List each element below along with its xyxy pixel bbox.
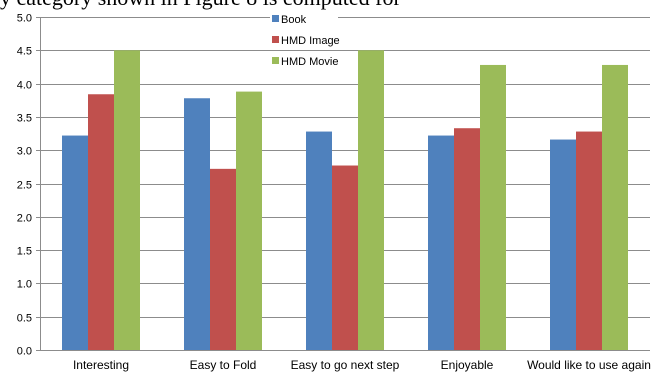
x-category-label: Enjoyable	[441, 358, 494, 372]
bar-book-easy-to-go-next-step	[306, 131, 332, 350]
bar-book-would-like-to-use-again	[550, 139, 576, 350]
legend-swatch-book	[272, 15, 279, 22]
x-category-labels: Interesting Easy to Fold Easy to go next s…	[73, 358, 651, 372]
bar-hmd-image-enjoyable	[454, 128, 480, 350]
bar-hmd-image-easy-to-go-next-step	[332, 165, 358, 350]
bar-book-interesting	[62, 135, 88, 350]
bar-hmd-movie-enjoyable	[480, 64, 506, 351]
legend-label-hmd-image: HMD Image	[281, 35, 340, 47]
bar-hmd-movie-easy-to-fold	[236, 91, 262, 350]
y-tick-label: 3.0	[17, 146, 32, 158]
x-category-label: Easy to Fold	[190, 358, 257, 372]
bar-hmd-movie-interesting	[114, 50, 140, 351]
y-tick-label: 1.0	[17, 279, 32, 291]
legend-background	[270, 32, 338, 49]
legend-swatch-hmd-movie	[272, 57, 279, 64]
x-category-label: Interesting	[73, 358, 129, 372]
legend-background	[270, 53, 338, 70]
bar-hmd-image-would-like-to-use-again	[576, 131, 602, 350]
axes	[36, 17, 650, 351]
y-tick-label: 5.0	[17, 13, 32, 25]
y-tick-label: 4.0	[17, 80, 32, 92]
y-tick-labels: 0.0 0.5 1.0 1.5 2.0 2.5 3.0 3.5 4.0 4.5 5.0	[17, 13, 32, 358]
legend-swatch-hmd-image	[272, 36, 279, 43]
y-tick-label: 4.5	[17, 46, 32, 58]
bar-hmd-image-interesting	[88, 94, 114, 350]
bar-hmd-image-easy-to-fold	[210, 168, 236, 350]
y-tick-label: 0.5	[17, 313, 32, 325]
bar-book-enjoyable	[428, 135, 454, 350]
y-tick-label: 1.5	[17, 246, 32, 258]
bar-hmd-movie-easy-to-go-next-step	[358, 50, 384, 351]
legend-background	[270, 11, 338, 28]
y-tick-label: 2.5	[17, 180, 32, 192]
legend: Book HMD Image HMD Movie	[270, 11, 340, 70]
legend-label-hmd-movie: HMD Movie	[281, 56, 338, 68]
bars	[62, 50, 628, 351]
y-tick-label: 3.5	[17, 113, 32, 125]
partial-top-text: y category shown in Figure 8 is computed…	[0, 0, 401, 9]
y-tick-label: 2.0	[17, 213, 32, 225]
x-category-label: Easy to go next step	[291, 358, 400, 372]
y-tick-label: 0.0	[17, 346, 32, 358]
x-category-label: Would like to use again	[527, 358, 651, 372]
legend-label-book: Book	[281, 14, 307, 26]
bar-book-easy-to-fold	[184, 98, 210, 350]
bar-hmd-movie-would-like-to-use-again	[602, 64, 628, 351]
